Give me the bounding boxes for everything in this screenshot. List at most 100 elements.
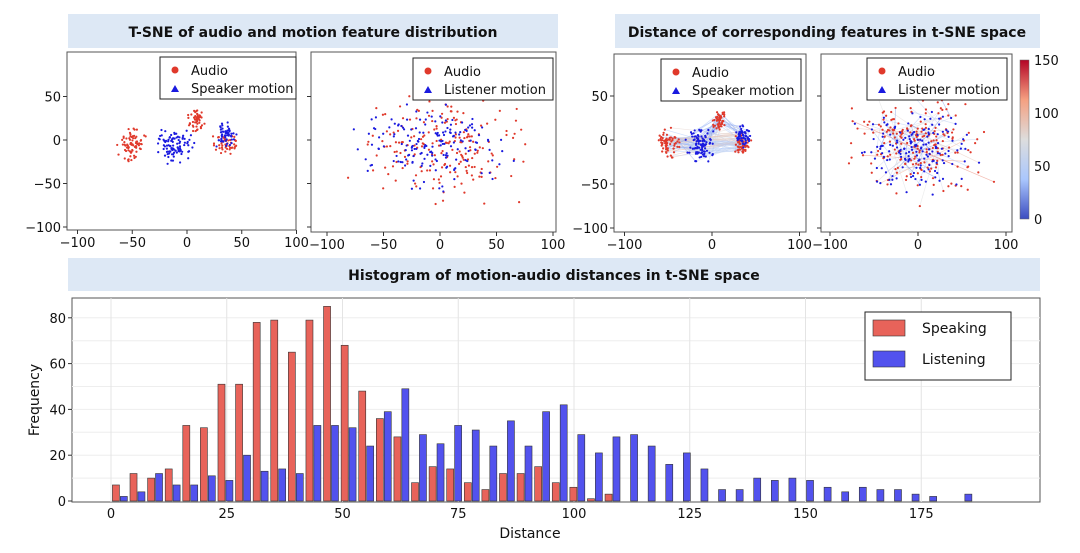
motion-point [919,184,921,186]
motion-point [455,159,457,161]
audio-point [454,119,456,121]
motion-point [439,115,441,117]
audio-point [221,144,223,146]
audio-point [231,147,233,149]
audio-point [229,148,231,150]
audio-point [468,164,470,166]
motion-point [916,154,918,156]
y-tick-label: 0 [58,495,66,510]
listening-bar [437,444,444,501]
motion-point [419,187,421,189]
audio-point [960,185,962,187]
motion-point [425,145,427,147]
motion-point [961,143,963,145]
motion-point [418,138,420,140]
audio-point [659,135,661,137]
audio-point [917,172,919,174]
motion-point [157,151,159,153]
motion-point [742,146,744,148]
motion-point [415,148,417,150]
audio-point [674,137,676,139]
audio-point [384,113,386,115]
motion-point [222,131,224,133]
audio-point [947,114,949,116]
audio-point [196,113,198,115]
motion-point [919,167,921,169]
motion-point [397,160,399,162]
motion-point [740,132,742,134]
audio-marker-icon [425,68,432,75]
audio-point [878,124,880,126]
audio-point [947,185,949,187]
audio-point [396,150,398,152]
motion-point [501,150,503,152]
motion-point [938,180,940,182]
audio-point [458,163,460,165]
audio-point [478,176,480,178]
audio-point [880,125,882,127]
motion-point [693,148,695,150]
audio-point [906,142,908,144]
motion-point [922,144,924,146]
motion-point [220,140,222,142]
motion-point [491,159,493,161]
motion-point [885,171,887,173]
motion-point [167,156,169,158]
audio-point [912,163,914,165]
audio-point [481,168,483,170]
audio-point [192,121,194,123]
motion-point [929,153,931,155]
x-tick-label: −50 [119,236,146,251]
motion-point [423,181,425,183]
motion-point [429,165,431,167]
audio-point [448,142,450,144]
audio-point [712,126,714,128]
motion-point [421,165,423,167]
motion-point [166,151,168,153]
motion-point [947,130,949,132]
motion-point [431,146,433,148]
audio-point [930,140,932,142]
motion-point [413,180,415,182]
motion-point [964,160,966,162]
audio-point [117,153,119,155]
motion-point [183,144,185,146]
audio-point [193,116,195,118]
audio-point [926,148,928,150]
motion-point [415,143,417,145]
audio-point [716,120,718,122]
audio-point [456,111,458,113]
motion-point [227,126,229,128]
audio-point [948,146,950,148]
motion-point [415,110,417,112]
listening-bar [894,490,901,501]
audio-point [407,160,409,162]
audio-point [967,166,969,168]
motion-point [947,150,949,152]
audio-point [863,121,865,123]
audio-point [471,157,473,159]
motion-point [962,138,964,140]
motion-point [442,190,444,192]
audio-point [952,136,954,138]
motion-point [193,142,195,144]
audio-point [738,141,740,143]
speaking-bar [253,322,260,501]
motion-point [173,138,175,140]
motion-point [424,123,426,125]
listening-bar [472,430,479,501]
audio-point [909,131,911,133]
audio-point [943,134,945,136]
motion-point [941,148,943,150]
motion-point [393,135,395,137]
audio-point [871,172,873,174]
motion-point [948,136,950,138]
colorbar-tick-label: 0 [1034,213,1042,228]
motion-point [736,137,738,139]
motion-point [871,128,873,130]
motion-point [701,148,703,150]
audio-point [413,135,415,137]
motion-point [169,145,171,147]
listening-bar [789,478,796,501]
motion-point [704,147,706,149]
